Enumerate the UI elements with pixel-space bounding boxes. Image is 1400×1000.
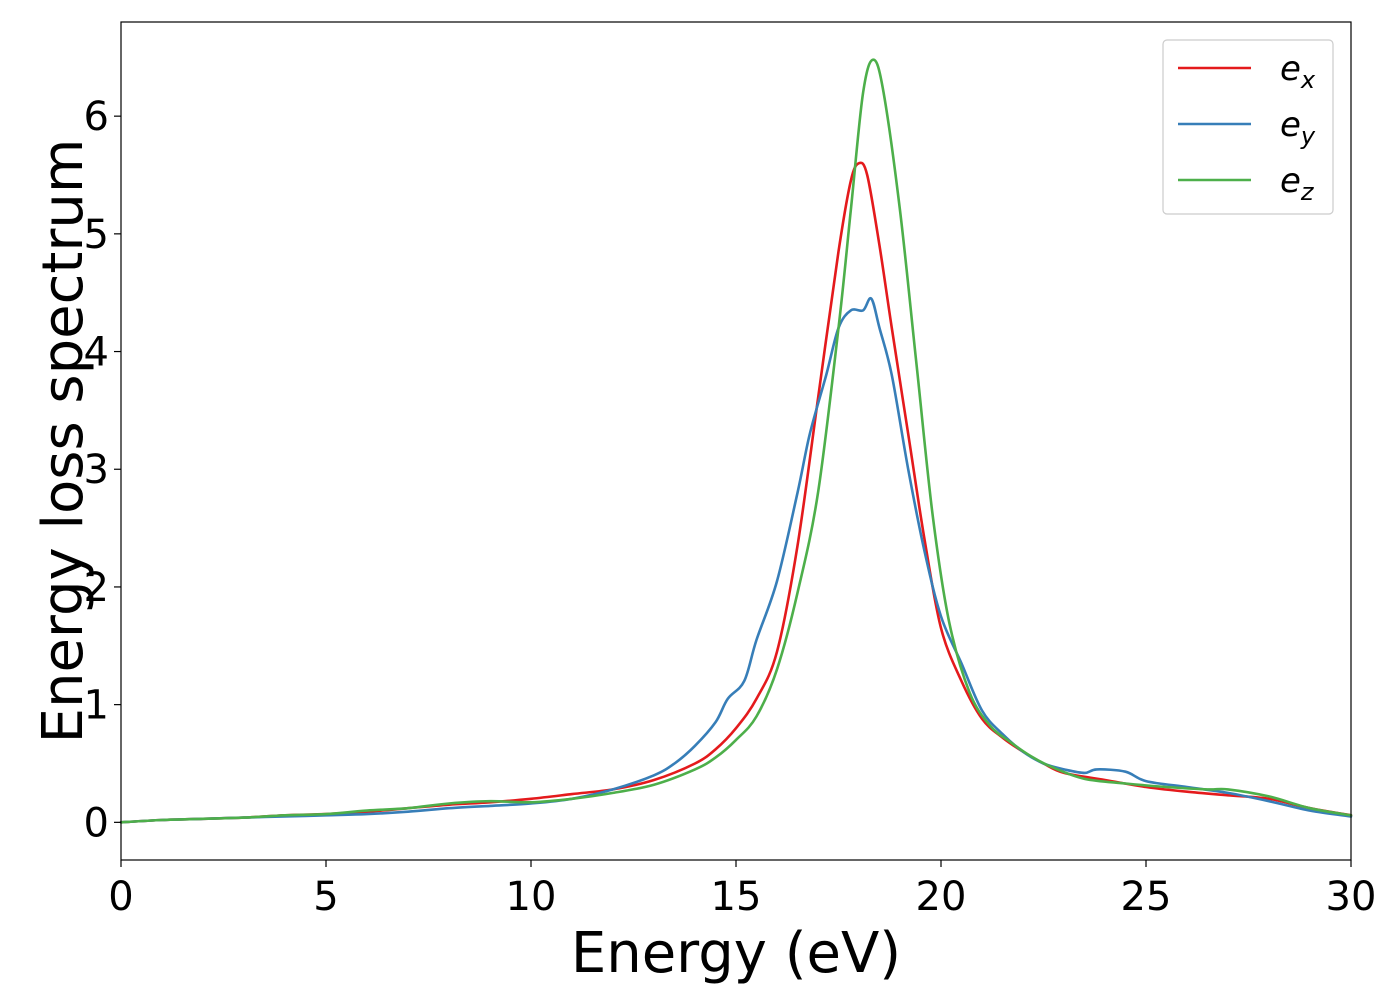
x-tick-label: 10 <box>506 874 557 920</box>
series-layer <box>119 58 1353 824</box>
y-axis-label: Energy loss spectrum <box>31 139 96 744</box>
y-tick-label: 5 <box>84 212 109 258</box>
x-tick-label: 25 <box>1121 874 1172 920</box>
x-tick-label: 5 <box>313 874 338 920</box>
legend: ex ey ez <box>1162 39 1334 215</box>
y-axis-ticks: 0 1 2 3 4 5 6 <box>84 94 121 846</box>
y-tick-label: 3 <box>84 447 109 493</box>
y-tick-label: 0 <box>84 800 109 846</box>
x-tick-label: 0 <box>108 874 133 920</box>
x-axis-ticks: 0 5 10 15 20 25 30 <box>108 860 1376 920</box>
x-tick-label: 20 <box>916 874 967 920</box>
series-line-z <box>119 58 1353 824</box>
x-axis-label: Energy (eV) <box>571 921 901 986</box>
series-line-y <box>119 296 1353 824</box>
x-tick-label: 15 <box>711 874 762 920</box>
y-tick-label: 4 <box>84 330 109 376</box>
legend-label-x: ex <box>1280 49 1316 94</box>
legend-box <box>1162 39 1334 215</box>
y-tick-label: 2 <box>84 565 109 611</box>
legend-label-z: ez <box>1280 161 1315 206</box>
legend-label-y: ey <box>1280 105 1316 150</box>
x-tick-label: 30 <box>1326 874 1377 920</box>
y-tick-label: 1 <box>84 683 109 729</box>
y-tick-label: 6 <box>84 94 109 140</box>
